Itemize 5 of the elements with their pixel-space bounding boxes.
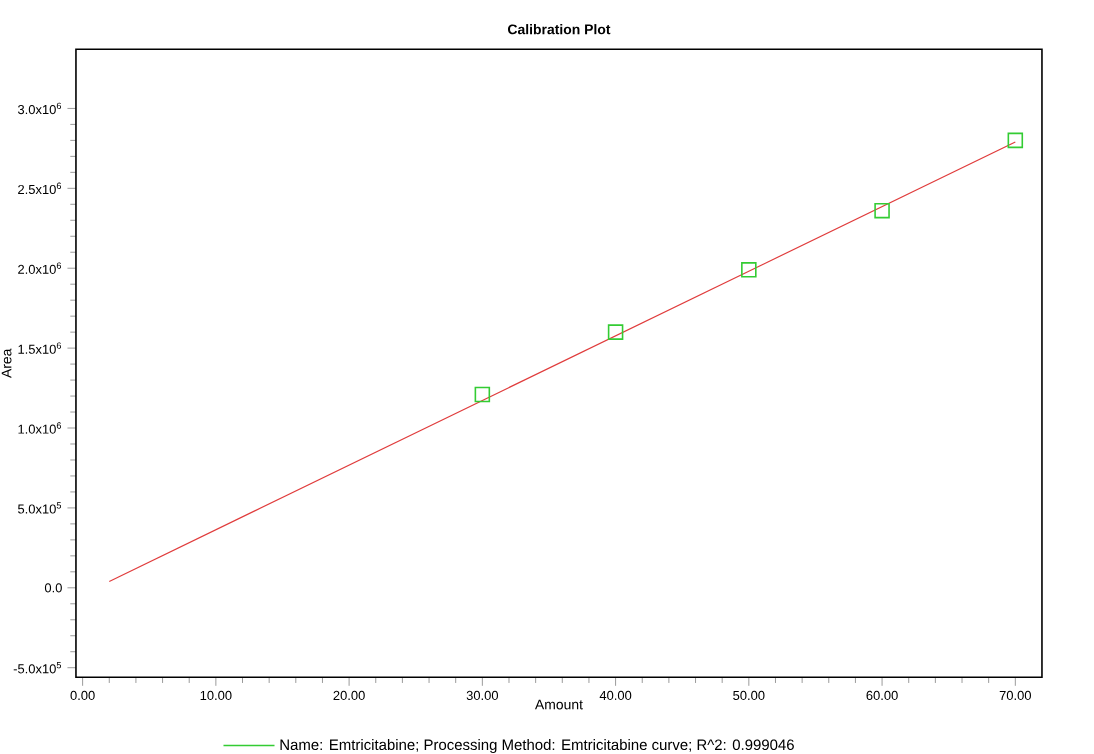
point bbox=[741, 262, 757, 278]
point bbox=[607, 324, 624, 340]
point bbox=[1007, 132, 1024, 149]
point bbox=[874, 202, 890, 219]
point bbox=[474, 386, 491, 403]
